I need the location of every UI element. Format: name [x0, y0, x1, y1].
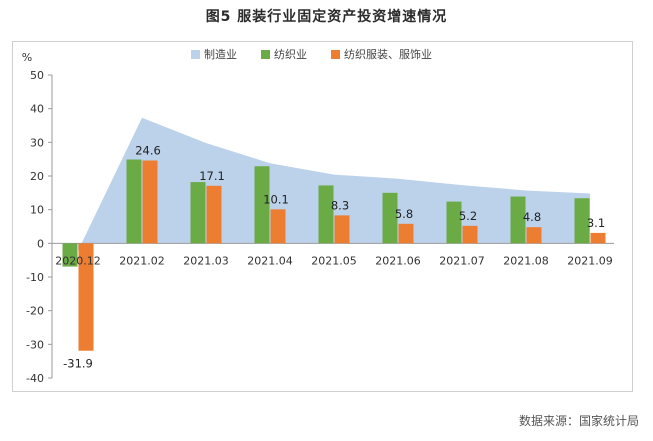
bar-纺织业-2020.12	[62, 243, 78, 267]
figure-title: 图5 服装行业固定资产投资增速情况	[205, 9, 448, 25]
bar-纺织业-2021.06	[382, 192, 398, 244]
x-tick-label: 2020.12	[55, 254, 101, 267]
data-label: 5.8	[395, 207, 413, 221]
bar-纺织服装、服饰业-2021.02	[142, 160, 158, 244]
y-tick-label: -10	[26, 271, 44, 284]
bar-纺织业-2021.08	[510, 196, 526, 244]
bar-纺织业-2021.05	[318, 185, 334, 244]
y-tick-label: 40	[30, 103, 44, 116]
bar-纺织服装、服饰业-2021.04	[270, 209, 286, 244]
x-tick-label: 2021.05	[311, 254, 357, 267]
bar-纺织业-2021.07	[446, 201, 462, 244]
x-tick-label: 2021.03	[183, 254, 229, 267]
y-tick-label: -30	[26, 338, 44, 351]
data-label: 8.3	[331, 198, 349, 212]
y-tick-label: 0	[37, 237, 44, 250]
bar-纺织服装、服饰业-2021.09	[590, 232, 606, 244]
x-tick-label: 2021.08	[503, 254, 549, 267]
y-tick-label: -20	[26, 305, 44, 318]
bar-纺织服装、服饰业-2021.06	[398, 223, 414, 244]
x-tick-label: 2021.04	[247, 254, 293, 267]
area-series-制造业	[78, 117, 590, 251]
bar-纺织业-2021.09	[574, 198, 590, 244]
legend-label-纺织业: 纺织业	[274, 47, 307, 61]
x-tick-label: 2021.07	[439, 254, 485, 267]
y-axis-unit-label: %	[22, 51, 32, 64]
data-label: 17.1	[199, 169, 225, 183]
y-tick-label: 20	[30, 170, 44, 183]
legend-label-制造业: 制造业	[204, 47, 237, 61]
chart-frame	[12, 41, 633, 392]
bar-纺织业-2021.02	[126, 159, 142, 244]
data-label: 4.8	[523, 210, 541, 224]
bar-纺织业-2021.04	[254, 166, 270, 244]
y-tick-label: 30	[30, 136, 44, 149]
label-layer: 2020.12 2021.02 2021.03 2021.04 2021.05 2021.…	[55, 144, 613, 371]
legend-swatch-纺织服装、服饰业	[331, 50, 340, 59]
data-label: 10.1	[263, 192, 289, 206]
x-tick-label: 2021.09	[567, 254, 613, 267]
y-tick-label: 50	[30, 69, 44, 82]
y-tick-label: 10	[30, 204, 44, 217]
legend: 制造业 纺织业 纺织服装、服饰业	[191, 47, 432, 61]
y-tick-label: -40	[26, 372, 44, 385]
legend-label-纺织服装、服饰业: 纺织服装、服饰业	[344, 47, 432, 61]
legend-swatch-制造业	[191, 50, 200, 59]
bar-纺织服装、服饰业-2021.03	[206, 185, 222, 244]
bar-纺织业-2021.03	[190, 182, 206, 244]
x-tick-label: 2021.06	[375, 254, 421, 267]
x-tick-label: 2021.02	[119, 254, 165, 267]
data-label: 24.6	[135, 144, 161, 158]
bar-纺织服装、服饰业-2021.07	[462, 225, 478, 244]
legend-swatch-纺织业	[261, 50, 270, 59]
data-label: -31.9	[63, 357, 93, 371]
bar-纺织服装、服饰业-2021.08	[526, 227, 542, 244]
bar-纺织服装、服饰业-2020.12	[78, 243, 94, 351]
data-label: 3.1	[587, 216, 605, 230]
bar-纺织服装、服饰业-2021.05	[334, 215, 350, 244]
bar-layer	[62, 159, 606, 351]
axis-layer: -40 -30 -20 -10 0 10 20 30 40 50%	[22, 51, 614, 385]
source-note: 数据来源：国家统计局	[518, 414, 639, 428]
area-layer	[78, 117, 590, 251]
data-label: 5.2	[459, 209, 477, 223]
